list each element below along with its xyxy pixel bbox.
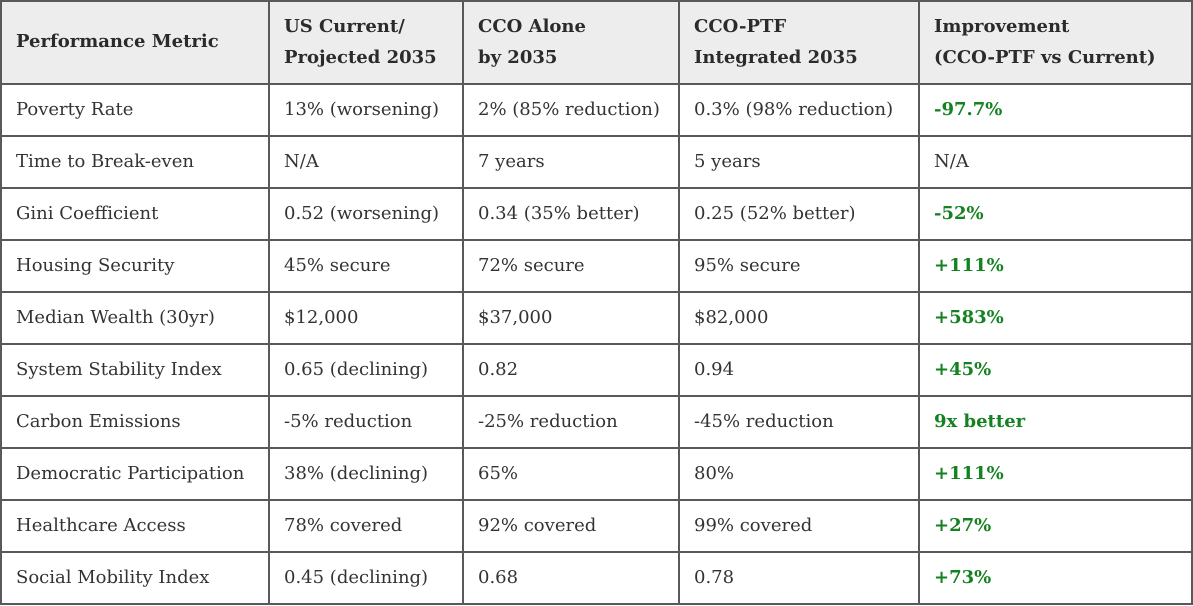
improvement-value: -97.7%	[934, 99, 1003, 121]
improvement-cell: +111%	[918, 447, 1193, 501]
improvement-value: -52%	[934, 203, 984, 225]
metric-cell: Democratic Participation	[0, 447, 270, 501]
improvement-value: +111%	[934, 463, 1004, 485]
cco-alone-cell: $37,000	[462, 291, 680, 345]
us-current-cell: 0.45 (declining)	[268, 551, 464, 605]
cco-alone-cell: 65%	[462, 447, 680, 501]
us-current-cell: -5% reduction	[268, 395, 464, 449]
table-row: Carbon Emissions -5% reduction -25% redu…	[0, 395, 1193, 449]
improvement-value: +73%	[934, 567, 992, 589]
table-row: Housing Security 45% secure 72% secure 9…	[0, 239, 1193, 293]
col-header-us-current-projected: US Current/ Projected 2035	[268, 0, 464, 85]
metric-cell: Housing Security	[0, 239, 270, 293]
us-current-cell: 38% (declining)	[268, 447, 464, 501]
us-current-cell: N/A	[268, 135, 464, 189]
improvement-value: N/A	[934, 151, 969, 173]
col-header-performance-metric: Performance Metric	[0, 0, 270, 85]
table-row: Social Mobility Index 0.45 (declining) 0…	[0, 551, 1193, 605]
improvement-cell: N/A	[918, 135, 1193, 189]
improvement-cell: +583%	[918, 291, 1193, 345]
cco-ptf-cell: 95% secure	[678, 239, 920, 293]
improvement-cell: +27%	[918, 499, 1193, 553]
metric-cell: Poverty Rate	[0, 83, 270, 137]
us-current-cell: 45% secure	[268, 239, 464, 293]
col-header-cco-ptf-integrated: CCO-PTF Integrated 2035	[678, 0, 920, 85]
improvement-cell: +45%	[918, 343, 1193, 397]
us-current-cell: 0.65 (declining)	[268, 343, 464, 397]
cco-alone-cell: 0.68	[462, 551, 680, 605]
table-row: Time to Break-even N/A 7 years 5 years N…	[0, 135, 1193, 189]
improvement-value: +45%	[934, 359, 992, 381]
metric-cell: Social Mobility Index	[0, 551, 270, 605]
col-header-improvement: Improvement (CCO-PTF vs Current)	[918, 0, 1193, 85]
metric-cell: Gini Coefficient	[0, 187, 270, 241]
metric-cell: Time to Break-even	[0, 135, 270, 189]
improvement-cell: +111%	[918, 239, 1193, 293]
cco-ptf-cell: 0.3% (98% reduction)	[678, 83, 920, 137]
table-body: Poverty Rate 13% (worsening) 2% (85% red…	[0, 83, 1193, 605]
table-row: Gini Coefficient 0.52 (worsening) 0.34 (…	[0, 187, 1193, 241]
improvement-cell: 9x better	[918, 395, 1193, 449]
metric-cell: Carbon Emissions	[0, 395, 270, 449]
cco-ptf-cell: -45% reduction	[678, 395, 920, 449]
cco-ptf-cell: 0.25 (52% better)	[678, 187, 920, 241]
table-header: Performance Metric US Current/ Projected…	[0, 0, 1193, 85]
improvement-cell: -97.7%	[918, 83, 1193, 137]
cco-ptf-cell: 80%	[678, 447, 920, 501]
col-header-cco-alone: CCO Alone by 2035	[462, 0, 680, 85]
table-row: Median Wealth (30yr) $12,000 $37,000 $82…	[0, 291, 1193, 345]
table-row: Democratic Participation 38% (declining)…	[0, 447, 1193, 501]
metric-cell: Healthcare Access	[0, 499, 270, 553]
metric-cell: Median Wealth (30yr)	[0, 291, 270, 345]
cco-alone-cell: 72% secure	[462, 239, 680, 293]
us-current-cell: $12,000	[268, 291, 464, 345]
cco-ptf-cell: 99% covered	[678, 499, 920, 553]
improvement-value: +27%	[934, 515, 992, 537]
cco-ptf-cell: 5 years	[678, 135, 920, 189]
table-row: Poverty Rate 13% (worsening) 2% (85% red…	[0, 83, 1193, 137]
metric-cell: System Stability Index	[0, 343, 270, 397]
improvement-value: +583%	[934, 307, 1004, 329]
improvement-value: +111%	[934, 255, 1004, 277]
cco-alone-cell: 7 years	[462, 135, 680, 189]
cco-ptf-cell: 0.78	[678, 551, 920, 605]
header-row: Performance Metric US Current/ Projected…	[0, 0, 1193, 85]
cco-alone-cell: 92% covered	[462, 499, 680, 553]
cco-alone-cell: 0.34 (35% better)	[462, 187, 680, 241]
cco-ptf-cell: 0.94	[678, 343, 920, 397]
cco-alone-cell: 2% (85% reduction)	[462, 83, 680, 137]
cco-alone-cell: -25% reduction	[462, 395, 680, 449]
improvement-value: 9x better	[934, 411, 1026, 433]
us-current-cell: 0.52 (worsening)	[268, 187, 464, 241]
us-current-cell: 78% covered	[268, 499, 464, 553]
cco-alone-cell: 0.82	[462, 343, 680, 397]
table-row: Healthcare Access 78% covered 92% covere…	[0, 499, 1193, 553]
us-current-cell: 13% (worsening)	[268, 83, 464, 137]
table-row: System Stability Index 0.65 (declining) …	[0, 343, 1193, 397]
improvement-cell: +73%	[918, 551, 1193, 605]
improvement-cell: -52%	[918, 187, 1193, 241]
cco-ptf-cell: $82,000	[678, 291, 920, 345]
